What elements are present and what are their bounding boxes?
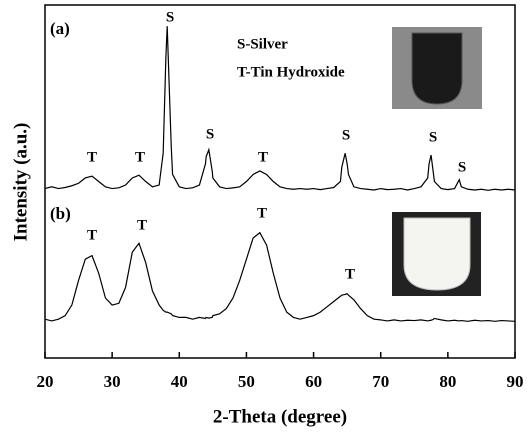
annotation: T [87,149,97,165]
annotation: T [137,217,147,233]
plot-frame [44,4,516,359]
x-axis-label: 2-Theta (degree) [213,406,347,427]
x-tick-label: 20 [37,372,54,391]
annotation: T [257,205,267,221]
annotation: S [458,159,466,175]
annotation: S [206,126,214,142]
annotation: T [345,266,355,282]
annotation: T [135,149,145,165]
annotation: T-Tin Hydroxide [237,64,345,80]
annotation: S [429,129,437,145]
x-tick-label: 60 [305,372,322,391]
annotation: S [342,127,350,143]
annotation: S-Silver [237,36,288,52]
annotation: S [166,9,174,25]
x-tick-label: 50 [238,372,255,391]
annotation: T [258,149,268,165]
x-tick-label: 80 [439,372,456,391]
x-tick-label: 70 [372,372,389,391]
series-label: (b) [50,204,71,223]
y-axis-label: Intensity (a.u.) [10,123,31,242]
series-label: (a) [50,19,70,38]
x-tick-label: 90 [507,372,524,391]
xrd-line [44,231,516,322]
annotation: T [87,227,97,243]
vial-a [411,32,463,105]
x-tick-label: 30 [104,372,121,391]
vial-b [403,217,471,291]
x-tick-label: 40 [171,372,188,391]
xrd-line [44,26,516,191]
